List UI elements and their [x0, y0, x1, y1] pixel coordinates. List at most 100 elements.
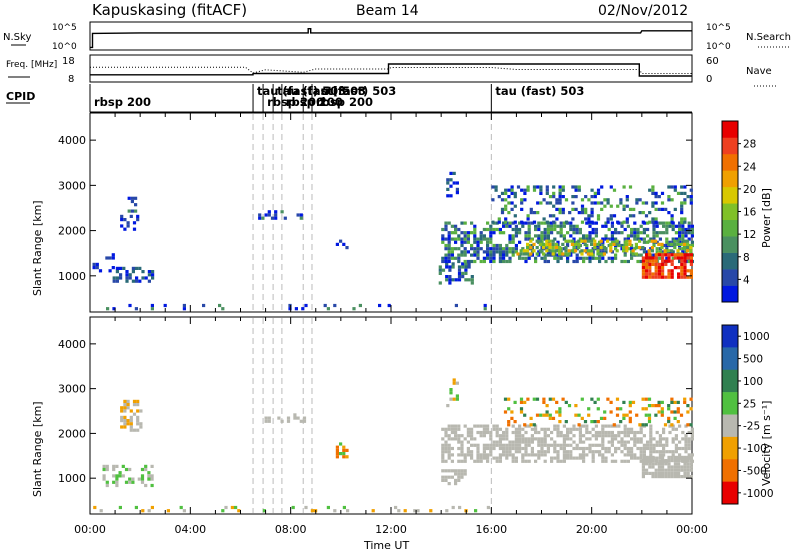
- velocity-cell: [543, 440, 547, 444]
- velocity-cell: [594, 437, 598, 441]
- velocity-cell: [610, 430, 614, 435]
- velocity-cell: [556, 443, 560, 447]
- velocity-cell: [492, 427, 496, 431]
- power-cell: [540, 234, 544, 238]
- velocity-cell: [519, 410, 524, 414]
- x-axis-label: Time UT: [363, 539, 409, 552]
- velocity-cell: [455, 394, 459, 398]
- power-cell: [446, 178, 450, 182]
- power-cell: [648, 256, 652, 260]
- power-cell: [450, 253, 454, 257]
- power-cell: [665, 231, 669, 235]
- velocity-cell: [530, 440, 534, 444]
- velocity-cell: [444, 430, 448, 435]
- power-cell: [678, 234, 682, 238]
- power-cell: [588, 234, 592, 238]
- power-cell: [467, 265, 471, 269]
- power-cell: [294, 307, 298, 311]
- velocity-cell: [527, 424, 531, 428]
- velocity-cell: [555, 400, 559, 404]
- power-cell: [670, 242, 674, 246]
- power-cell: [646, 234, 650, 238]
- velocity-cell: [524, 450, 528, 454]
- power-cell: [651, 217, 655, 221]
- velocity-cell: [129, 415, 133, 419]
- power-cell: [575, 253, 579, 257]
- velocity-cell: [550, 459, 554, 463]
- power-cell: [510, 185, 514, 189]
- power-cell: [495, 221, 499, 225]
- velocity-cell: [444, 475, 448, 479]
- power-cell: [546, 237, 550, 241]
- velocity-cell: [578, 437, 582, 441]
- velocity-cell: [551, 397, 556, 401]
- power-cell: [526, 188, 530, 192]
- power-cell: [587, 220, 591, 224]
- velocity-cell: [593, 420, 597, 424]
- power-cell: [558, 191, 562, 195]
- velocity-cell: [339, 442, 343, 446]
- power-cell: [548, 239, 552, 243]
- velocity-cell: [429, 509, 433, 513]
- power-cell: [686, 249, 690, 253]
- velocity-cell: [498, 427, 502, 431]
- velocity-cell: [267, 419, 271, 423]
- velocity-cell: [546, 427, 550, 431]
- power-cell: [258, 216, 262, 220]
- power-cell: [567, 239, 571, 243]
- velocity-cell: [495, 424, 499, 428]
- velocity-cell: [577, 423, 581, 427]
- power-cell: [511, 247, 515, 251]
- velocity-cell: [132, 403, 137, 407]
- velocity-cell: [647, 397, 652, 401]
- power-cell: [486, 243, 490, 248]
- power-cell: [601, 250, 605, 254]
- power-cell: [283, 216, 287, 220]
- velocity-cell: [486, 424, 490, 428]
- power-cell: [666, 249, 670, 253]
- velocity-cell: [651, 455, 655, 459]
- cpid-event-label-3: tau (fast) 503: [277, 84, 366, 98]
- power-cell: [671, 237, 675, 241]
- power-cell: [564, 252, 568, 256]
- power-cell: [550, 227, 554, 232]
- power-cell: [457, 234, 461, 238]
- velocity-cell: [668, 430, 672, 435]
- velocity-cell: [686, 462, 690, 466]
- power-cell: [572, 224, 576, 228]
- velocity-cell: [339, 452, 343, 456]
- velocity-cell: [129, 419, 133, 423]
- power-cell: [594, 256, 598, 260]
- power-cell: [448, 268, 452, 272]
- velocity-cell: [457, 453, 461, 457]
- power-cell: [683, 185, 687, 189]
- power-cell: [438, 271, 442, 275]
- velocity-cell: [342, 505, 346, 510]
- velocity-cell: [489, 453, 493, 457]
- velocity-cell: [639, 450, 643, 454]
- power-cell: [130, 199, 134, 204]
- velocity-cell: [450, 427, 454, 431]
- power-cell: [527, 237, 531, 241]
- velocity-cell: [689, 407, 693, 411]
- nsky-line-0: [90, 28, 692, 49]
- power-cell: [543, 259, 547, 264]
- power-cell: [112, 279, 116, 283]
- power-cell: [689, 272, 693, 276]
- power-cell: [553, 224, 557, 228]
- velocity-cell: [601, 456, 605, 460]
- power-cell: [572, 231, 576, 235]
- velocity-cell: [540, 427, 544, 431]
- power-cell: [559, 224, 563, 228]
- velocity-cell: [674, 450, 678, 454]
- power-cell: [500, 191, 505, 195]
- power-cell: [588, 237, 592, 241]
- velocity-cell: [455, 397, 459, 401]
- velocity-cell: [179, 505, 183, 510]
- power-cell: [464, 278, 468, 282]
- power-cell: [570, 242, 574, 246]
- power-cell: [510, 191, 514, 195]
- velocity-cell: [524, 437, 528, 441]
- velocity-cell: [687, 443, 691, 447]
